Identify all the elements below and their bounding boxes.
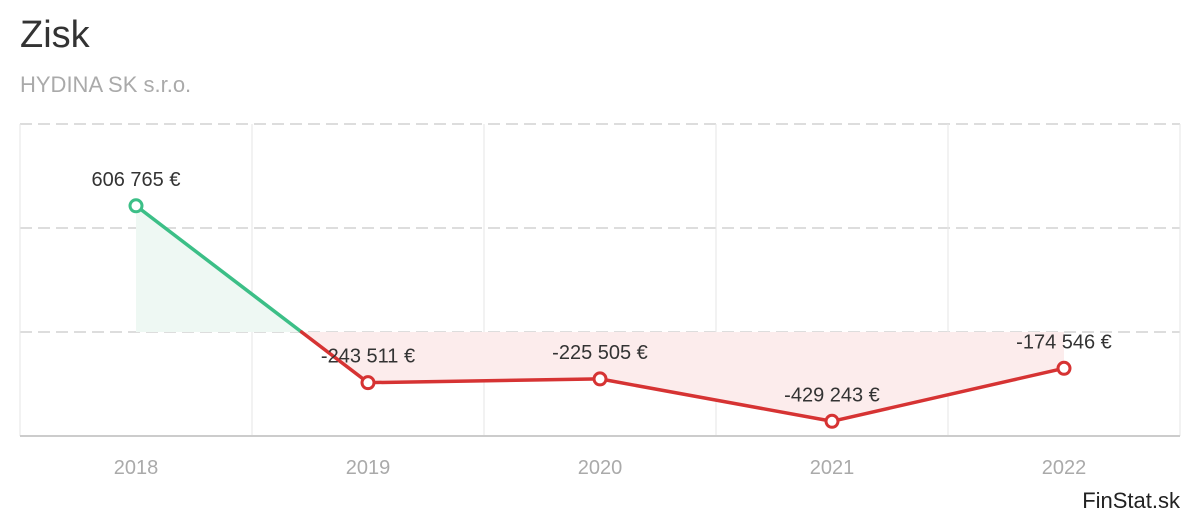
data-point-2022 [1056, 360, 1072, 376]
series-line-segment [830, 366, 1066, 424]
series-line-segment [134, 204, 304, 334]
data-label-2020: -225 505 € [552, 342, 648, 364]
x-tick-label-2018: 2018 [114, 457, 159, 479]
data-label-2022: -174 546 € [1016, 331, 1112, 353]
series-line-segment [366, 377, 602, 385]
series-line-segment [598, 377, 834, 424]
x-tick-label-2021: 2021 [810, 457, 855, 479]
finstat-credit[interactable]: FinStat.sk [1082, 488, 1180, 513]
negative-area [832, 332, 1064, 422]
data-label-2019: -243 511 € [321, 346, 415, 368]
data-point-2021 [824, 413, 840, 429]
series-line-segment [299, 330, 370, 385]
negative-area [368, 332, 600, 383]
chart-subtitle: HYDINA SK s.r.o. [20, 72, 192, 97]
x-tick-label-2022: 2022 [1042, 457, 1087, 479]
data-label-2018: 606 765 € [92, 169, 181, 191]
data-label-2021: -429 243 € [784, 384, 880, 406]
x-tick-label-2019: 2019 [346, 457, 391, 479]
negative-area [600, 332, 832, 422]
chart-title: Zisk [20, 14, 90, 56]
data-point-2019 [360, 375, 376, 391]
x-tick-label-2020: 2020 [578, 457, 623, 479]
data-point-2018 [128, 198, 144, 214]
data-point-2020 [592, 371, 608, 387]
